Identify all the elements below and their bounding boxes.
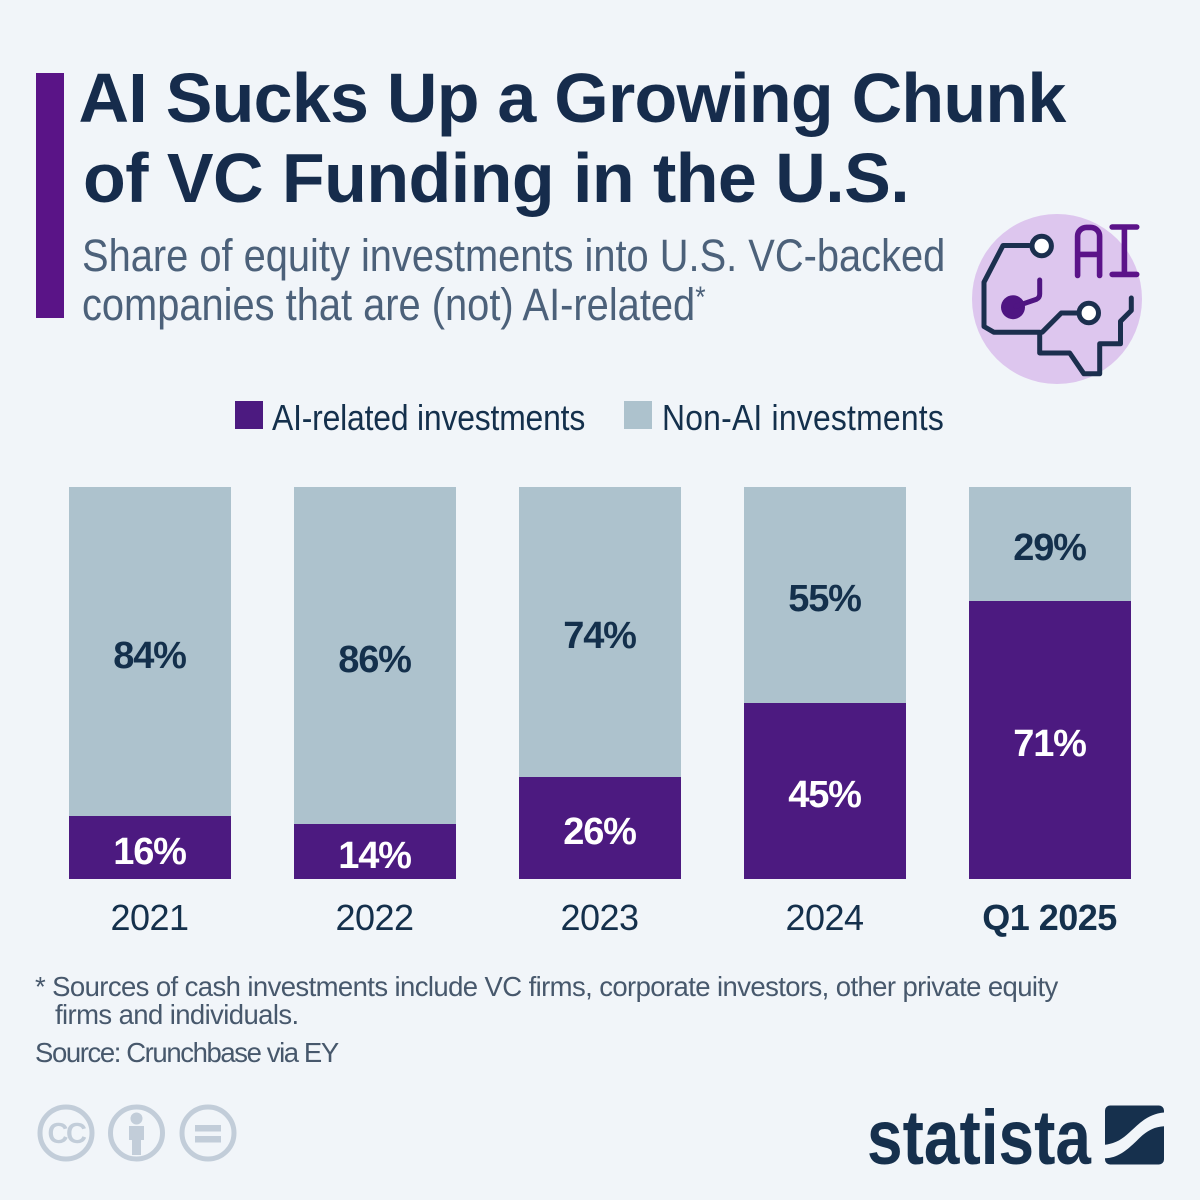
svg-text:statista: statista (867, 1095, 1092, 1170)
svg-text:CC: CC (48, 1118, 87, 1150)
